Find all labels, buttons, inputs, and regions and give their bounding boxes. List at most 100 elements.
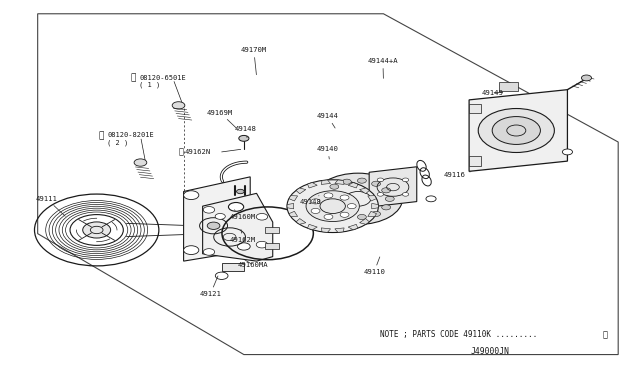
Circle shape [403, 178, 409, 182]
Circle shape [348, 203, 356, 209]
Circle shape [287, 180, 378, 232]
Circle shape [323, 201, 332, 206]
Circle shape [323, 192, 332, 197]
Circle shape [372, 181, 381, 186]
Polygon shape [360, 188, 369, 194]
Text: 49170M: 49170M [241, 47, 267, 75]
Circle shape [324, 214, 333, 219]
Bar [469, 103, 481, 113]
Circle shape [215, 214, 225, 219]
Text: 49162M: 49162M [230, 230, 256, 243]
Text: Ⓐ: Ⓐ [602, 330, 607, 339]
Text: 49160MA: 49160MA [237, 260, 268, 268]
Polygon shape [307, 224, 317, 230]
Circle shape [215, 272, 228, 279]
Text: 49140: 49140 [317, 146, 339, 159]
Circle shape [237, 189, 244, 194]
Bar [469, 157, 481, 166]
Text: 08120-8201E: 08120-8201E [108, 132, 154, 138]
Circle shape [377, 193, 383, 196]
Circle shape [324, 193, 333, 198]
Circle shape [207, 222, 220, 230]
Polygon shape [203, 193, 273, 261]
Text: ( 2 ): ( 2 ) [108, 140, 129, 146]
Polygon shape [360, 219, 369, 224]
Text: 49149: 49149 [482, 90, 504, 96]
Polygon shape [368, 211, 376, 217]
Polygon shape [289, 196, 298, 201]
Circle shape [237, 243, 250, 250]
Text: Ⓑ: Ⓑ [99, 131, 104, 140]
Polygon shape [372, 203, 378, 209]
Text: 49160M: 49160M [230, 210, 256, 220]
Text: Ⓐ: Ⓐ [179, 147, 184, 156]
Text: 49121: 49121 [200, 276, 221, 297]
Polygon shape [335, 228, 344, 232]
Polygon shape [296, 219, 306, 224]
Circle shape [172, 102, 185, 109]
Polygon shape [348, 224, 358, 230]
Polygon shape [368, 196, 376, 201]
Text: 49148: 49148 [300, 196, 321, 205]
Text: 49111: 49111 [36, 196, 65, 216]
Circle shape [256, 241, 268, 248]
Polygon shape [335, 180, 344, 185]
Circle shape [184, 191, 199, 199]
Circle shape [385, 196, 394, 201]
Polygon shape [287, 203, 294, 209]
Text: Ⓑ: Ⓑ [130, 73, 136, 83]
Bar [221, 263, 244, 271]
Text: 49116: 49116 [444, 171, 471, 178]
Bar [265, 227, 278, 233]
Circle shape [377, 178, 383, 182]
Polygon shape [348, 183, 358, 188]
Text: 49148: 49148 [234, 126, 256, 138]
Circle shape [256, 214, 268, 220]
Circle shape [204, 206, 214, 213]
Circle shape [358, 178, 366, 183]
Bar [499, 82, 518, 92]
Circle shape [83, 222, 111, 238]
Circle shape [381, 188, 390, 193]
Polygon shape [184, 177, 250, 261]
Circle shape [314, 173, 403, 224]
Circle shape [204, 248, 214, 255]
Text: NOTE ; PARTS CODE 49110K .........: NOTE ; PARTS CODE 49110K ......... [380, 330, 538, 339]
Circle shape [581, 75, 591, 81]
Circle shape [492, 116, 540, 144]
Text: J49000JN: J49000JN [471, 347, 510, 356]
Text: 49144: 49144 [317, 113, 339, 128]
Circle shape [342, 179, 351, 184]
Polygon shape [469, 90, 568, 171]
Polygon shape [307, 183, 317, 188]
Circle shape [372, 211, 381, 217]
Text: ( 1 ): ( 1 ) [139, 82, 161, 89]
Circle shape [563, 149, 573, 155]
Text: 49169M: 49169M [207, 110, 237, 128]
Circle shape [134, 159, 147, 166]
Circle shape [311, 208, 320, 214]
Text: 08120-6501E: 08120-6501E [139, 75, 186, 81]
Circle shape [340, 195, 349, 200]
Circle shape [478, 109, 554, 153]
Circle shape [330, 184, 339, 189]
Text: 49162N: 49162N [185, 149, 211, 155]
Circle shape [306, 191, 359, 222]
Circle shape [403, 193, 409, 196]
Polygon shape [321, 228, 330, 232]
Circle shape [342, 214, 351, 218]
Text: 49110: 49110 [363, 257, 385, 275]
Polygon shape [296, 188, 306, 194]
Polygon shape [321, 180, 330, 185]
Polygon shape [369, 167, 417, 207]
Circle shape [184, 246, 199, 254]
Circle shape [311, 199, 320, 204]
Circle shape [381, 205, 390, 210]
Circle shape [330, 208, 339, 214]
Circle shape [340, 212, 349, 217]
Circle shape [358, 214, 366, 219]
Circle shape [426, 196, 436, 202]
Bar [265, 243, 278, 249]
Text: 49144+A: 49144+A [367, 58, 398, 78]
Polygon shape [289, 211, 298, 217]
